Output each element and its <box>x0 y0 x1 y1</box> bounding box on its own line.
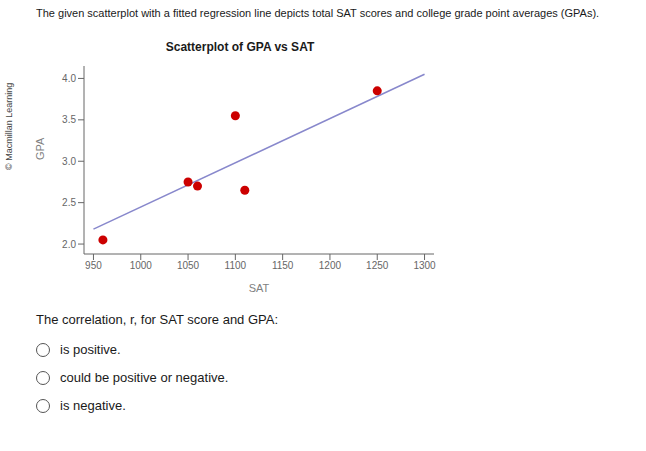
svg-text:GPA: GPA <box>34 137 46 160</box>
svg-text:3.5: 3.5 <box>62 114 76 125</box>
svg-text:950: 950 <box>85 260 102 271</box>
svg-text:4.0: 4.0 <box>62 73 76 84</box>
html-text:The correlation, r, for SAT sc: The correlation, r, for SAT score and GP… <box>36 312 279 327</box>
svg-text:1000: 1000 <box>130 260 153 271</box>
svg-text:2.0: 2.0 <box>62 239 76 250</box>
html-text:could be positive or negative.: could be positive or negative. <box>60 370 229 385</box>
svg-text:1150: 1150 <box>272 260 294 271</box>
svg-text:1100: 1100 <box>225 260 247 271</box>
html-text:The given scatterplot with a f: The given scatterplot with a fitted regr… <box>36 7 600 19</box>
html-text:is positive.: is positive. <box>60 342 121 357</box>
svg-text:1250: 1250 <box>366 260 389 271</box>
svg-text:1300: 1300 <box>413 260 436 271</box>
html-text:© Macmillan Learning: © Macmillan Learning <box>4 82 14 170</box>
svg-text:1050: 1050 <box>177 260 200 271</box>
svg-text:SAT: SAT <box>249 282 270 294</box>
html-text:Scatterplot of GPA vs SAT: Scatterplot of GPA vs SAT <box>165 40 315 54</box>
svg-text:2.5: 2.5 <box>62 197 76 208</box>
svg-text:3.0: 3.0 <box>62 156 76 167</box>
html-text:is negative.: is negative. <box>60 398 126 413</box>
svg-text:1200: 1200 <box>319 260 342 271</box>
